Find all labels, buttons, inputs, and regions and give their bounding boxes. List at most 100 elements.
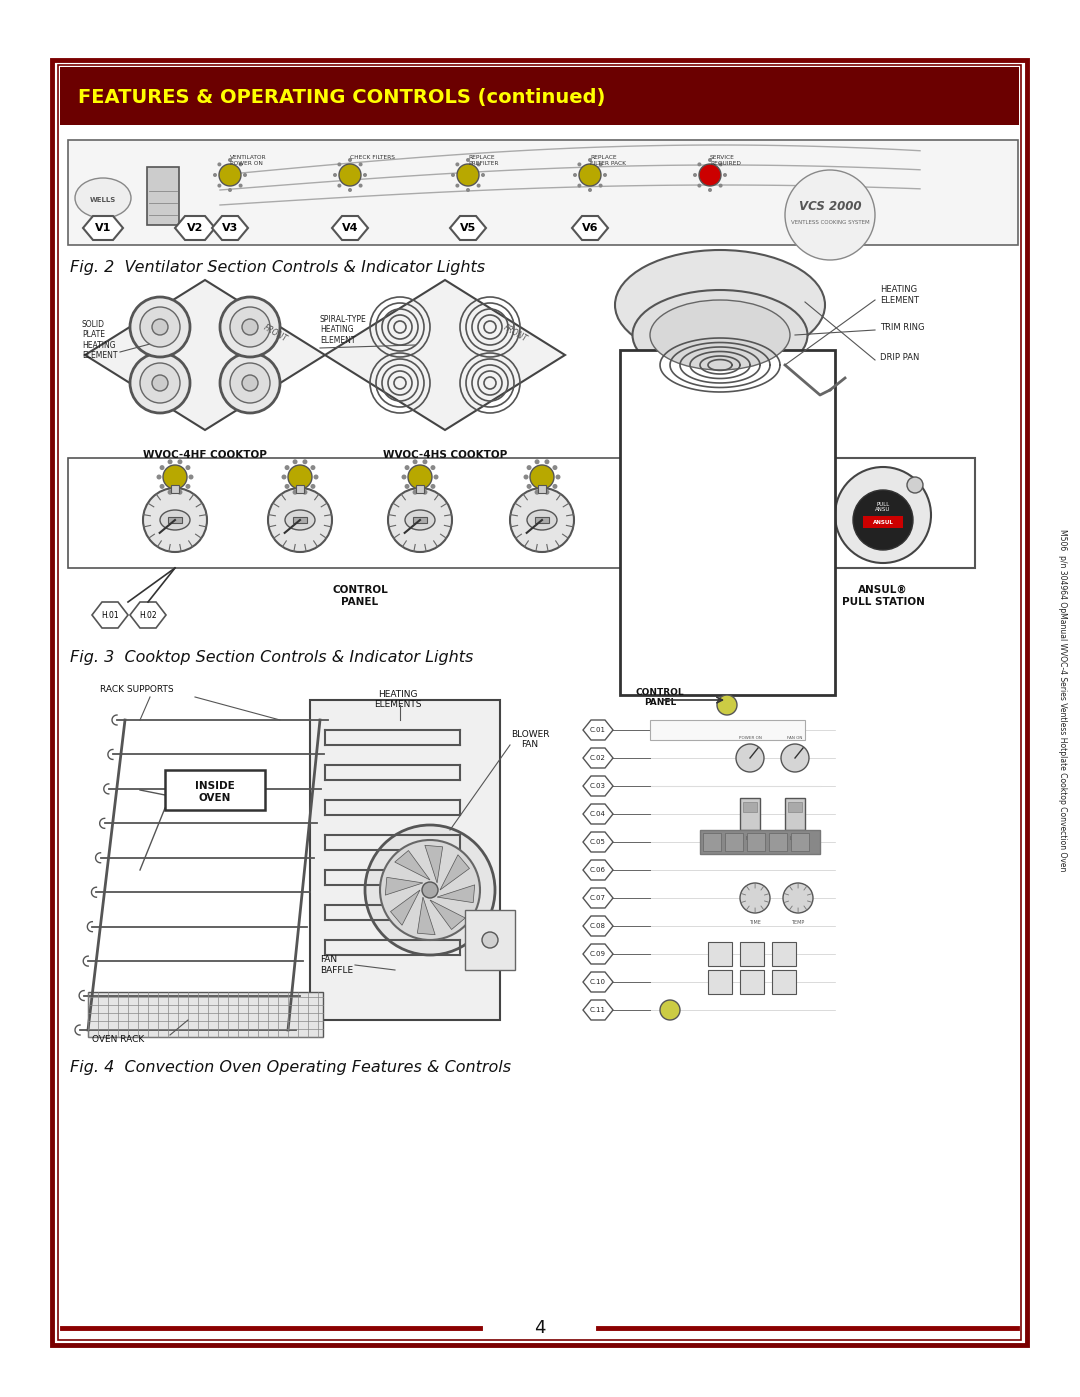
Circle shape bbox=[230, 363, 270, 402]
Bar bbox=[772, 942, 796, 965]
Text: LOW: LOW bbox=[789, 835, 800, 841]
Circle shape bbox=[130, 298, 190, 358]
Circle shape bbox=[405, 483, 409, 489]
Bar bbox=[60, 67, 1020, 124]
Text: INSIDE
OVEN: INSIDE OVEN bbox=[195, 781, 234, 803]
Polygon shape bbox=[83, 217, 123, 240]
Circle shape bbox=[413, 490, 418, 495]
Circle shape bbox=[422, 460, 428, 464]
Circle shape bbox=[718, 183, 723, 187]
Bar bbox=[791, 833, 809, 851]
Circle shape bbox=[693, 173, 697, 177]
Circle shape bbox=[573, 173, 577, 177]
Circle shape bbox=[510, 488, 573, 552]
Circle shape bbox=[578, 183, 581, 187]
FancyBboxPatch shape bbox=[165, 770, 265, 810]
Circle shape bbox=[228, 189, 232, 191]
Circle shape bbox=[598, 162, 603, 166]
Circle shape bbox=[230, 307, 270, 346]
Circle shape bbox=[603, 173, 607, 177]
Text: SERVICE
REQUIRED: SERVICE REQUIRED bbox=[710, 155, 741, 166]
Polygon shape bbox=[583, 805, 613, 824]
Ellipse shape bbox=[160, 510, 190, 529]
Circle shape bbox=[527, 465, 531, 471]
Text: IN CASE OF
FIRE: IN CASE OF FIRE bbox=[863, 538, 903, 549]
Circle shape bbox=[524, 475, 528, 479]
Polygon shape bbox=[583, 916, 613, 936]
Text: V5: V5 bbox=[460, 224, 476, 233]
Circle shape bbox=[553, 483, 557, 489]
Circle shape bbox=[293, 490, 298, 495]
Circle shape bbox=[835, 467, 931, 563]
Circle shape bbox=[723, 173, 727, 177]
Circle shape bbox=[465, 158, 470, 162]
Circle shape bbox=[152, 374, 168, 391]
Polygon shape bbox=[583, 719, 613, 740]
Polygon shape bbox=[391, 890, 420, 925]
Bar bbox=[743, 802, 757, 812]
Circle shape bbox=[535, 460, 540, 464]
Polygon shape bbox=[583, 972, 613, 992]
Text: C.04: C.04 bbox=[590, 812, 606, 817]
Circle shape bbox=[544, 490, 550, 495]
Bar bbox=[171, 485, 179, 493]
Text: WELLS: WELLS bbox=[90, 197, 117, 203]
Text: FAN
BAFFLE: FAN BAFFLE bbox=[320, 956, 353, 975]
Text: H.02: H.02 bbox=[139, 610, 157, 619]
Circle shape bbox=[740, 883, 770, 914]
Text: ANSUL: ANSUL bbox=[873, 520, 893, 524]
Circle shape bbox=[481, 173, 485, 177]
Polygon shape bbox=[583, 861, 613, 880]
Circle shape bbox=[186, 465, 190, 471]
Circle shape bbox=[189, 475, 193, 479]
Text: WVOC-4HS COOKTOP: WVOC-4HS COOKTOP bbox=[383, 450, 508, 460]
Text: REPLACE
FILTER PACK: REPLACE FILTER PACK bbox=[590, 155, 626, 166]
Text: Fig. 4  Convection Oven Operating Features & Controls: Fig. 4 Convection Oven Operating Feature… bbox=[70, 1060, 511, 1076]
Text: M506  p/n 304964 OpManual WVOC-4 Series Ventless Hotplate Cooktop Convection Ove: M506 p/n 304964 OpManual WVOC-4 Series V… bbox=[1057, 529, 1067, 872]
Circle shape bbox=[130, 353, 190, 414]
Bar bbox=[293, 517, 307, 522]
Circle shape bbox=[313, 475, 319, 479]
Text: Fig. 2  Ventilator Section Controls & Indicator Lights: Fig. 2 Ventilator Section Controls & Ind… bbox=[70, 260, 485, 275]
Circle shape bbox=[555, 475, 561, 479]
Polygon shape bbox=[85, 279, 325, 430]
Circle shape bbox=[217, 162, 221, 166]
Circle shape bbox=[588, 158, 592, 162]
Text: C.09: C.09 bbox=[590, 951, 606, 957]
Circle shape bbox=[598, 183, 603, 187]
Circle shape bbox=[243, 173, 247, 177]
Bar bbox=[772, 970, 796, 995]
Polygon shape bbox=[583, 888, 613, 908]
Text: V1: V1 bbox=[95, 224, 111, 233]
Bar bbox=[168, 517, 183, 522]
Polygon shape bbox=[583, 833, 613, 852]
Text: C.06: C.06 bbox=[590, 868, 606, 873]
Polygon shape bbox=[583, 775, 613, 796]
Bar bbox=[68, 458, 783, 569]
Circle shape bbox=[588, 189, 592, 191]
Text: VCS 2000: VCS 2000 bbox=[799, 201, 861, 214]
Text: TEMP: TEMP bbox=[792, 921, 805, 925]
Circle shape bbox=[284, 465, 289, 471]
Circle shape bbox=[359, 162, 363, 166]
Text: DRIP PAN: DRIP PAN bbox=[880, 353, 919, 362]
Circle shape bbox=[239, 162, 243, 166]
Polygon shape bbox=[92, 602, 129, 629]
Bar bbox=[863, 515, 903, 528]
Text: OVEN RACK: OVEN RACK bbox=[92, 1035, 145, 1045]
Ellipse shape bbox=[650, 300, 789, 370]
Bar bbox=[785, 798, 805, 830]
Text: V4: V4 bbox=[341, 224, 359, 233]
Circle shape bbox=[781, 745, 809, 773]
Circle shape bbox=[465, 189, 470, 191]
Text: SPIRAL-TYPE
HEATING
ELEMENT: SPIRAL-TYPE HEATING ELEMENT bbox=[320, 316, 367, 345]
Bar bbox=[620, 351, 835, 694]
Circle shape bbox=[535, 490, 540, 495]
Circle shape bbox=[348, 189, 352, 191]
Circle shape bbox=[268, 488, 332, 552]
Bar bbox=[747, 833, 765, 851]
Polygon shape bbox=[212, 217, 248, 240]
Circle shape bbox=[167, 490, 173, 495]
Text: FRONT: FRONT bbox=[501, 323, 528, 344]
Text: FAN ON: FAN ON bbox=[787, 736, 802, 740]
